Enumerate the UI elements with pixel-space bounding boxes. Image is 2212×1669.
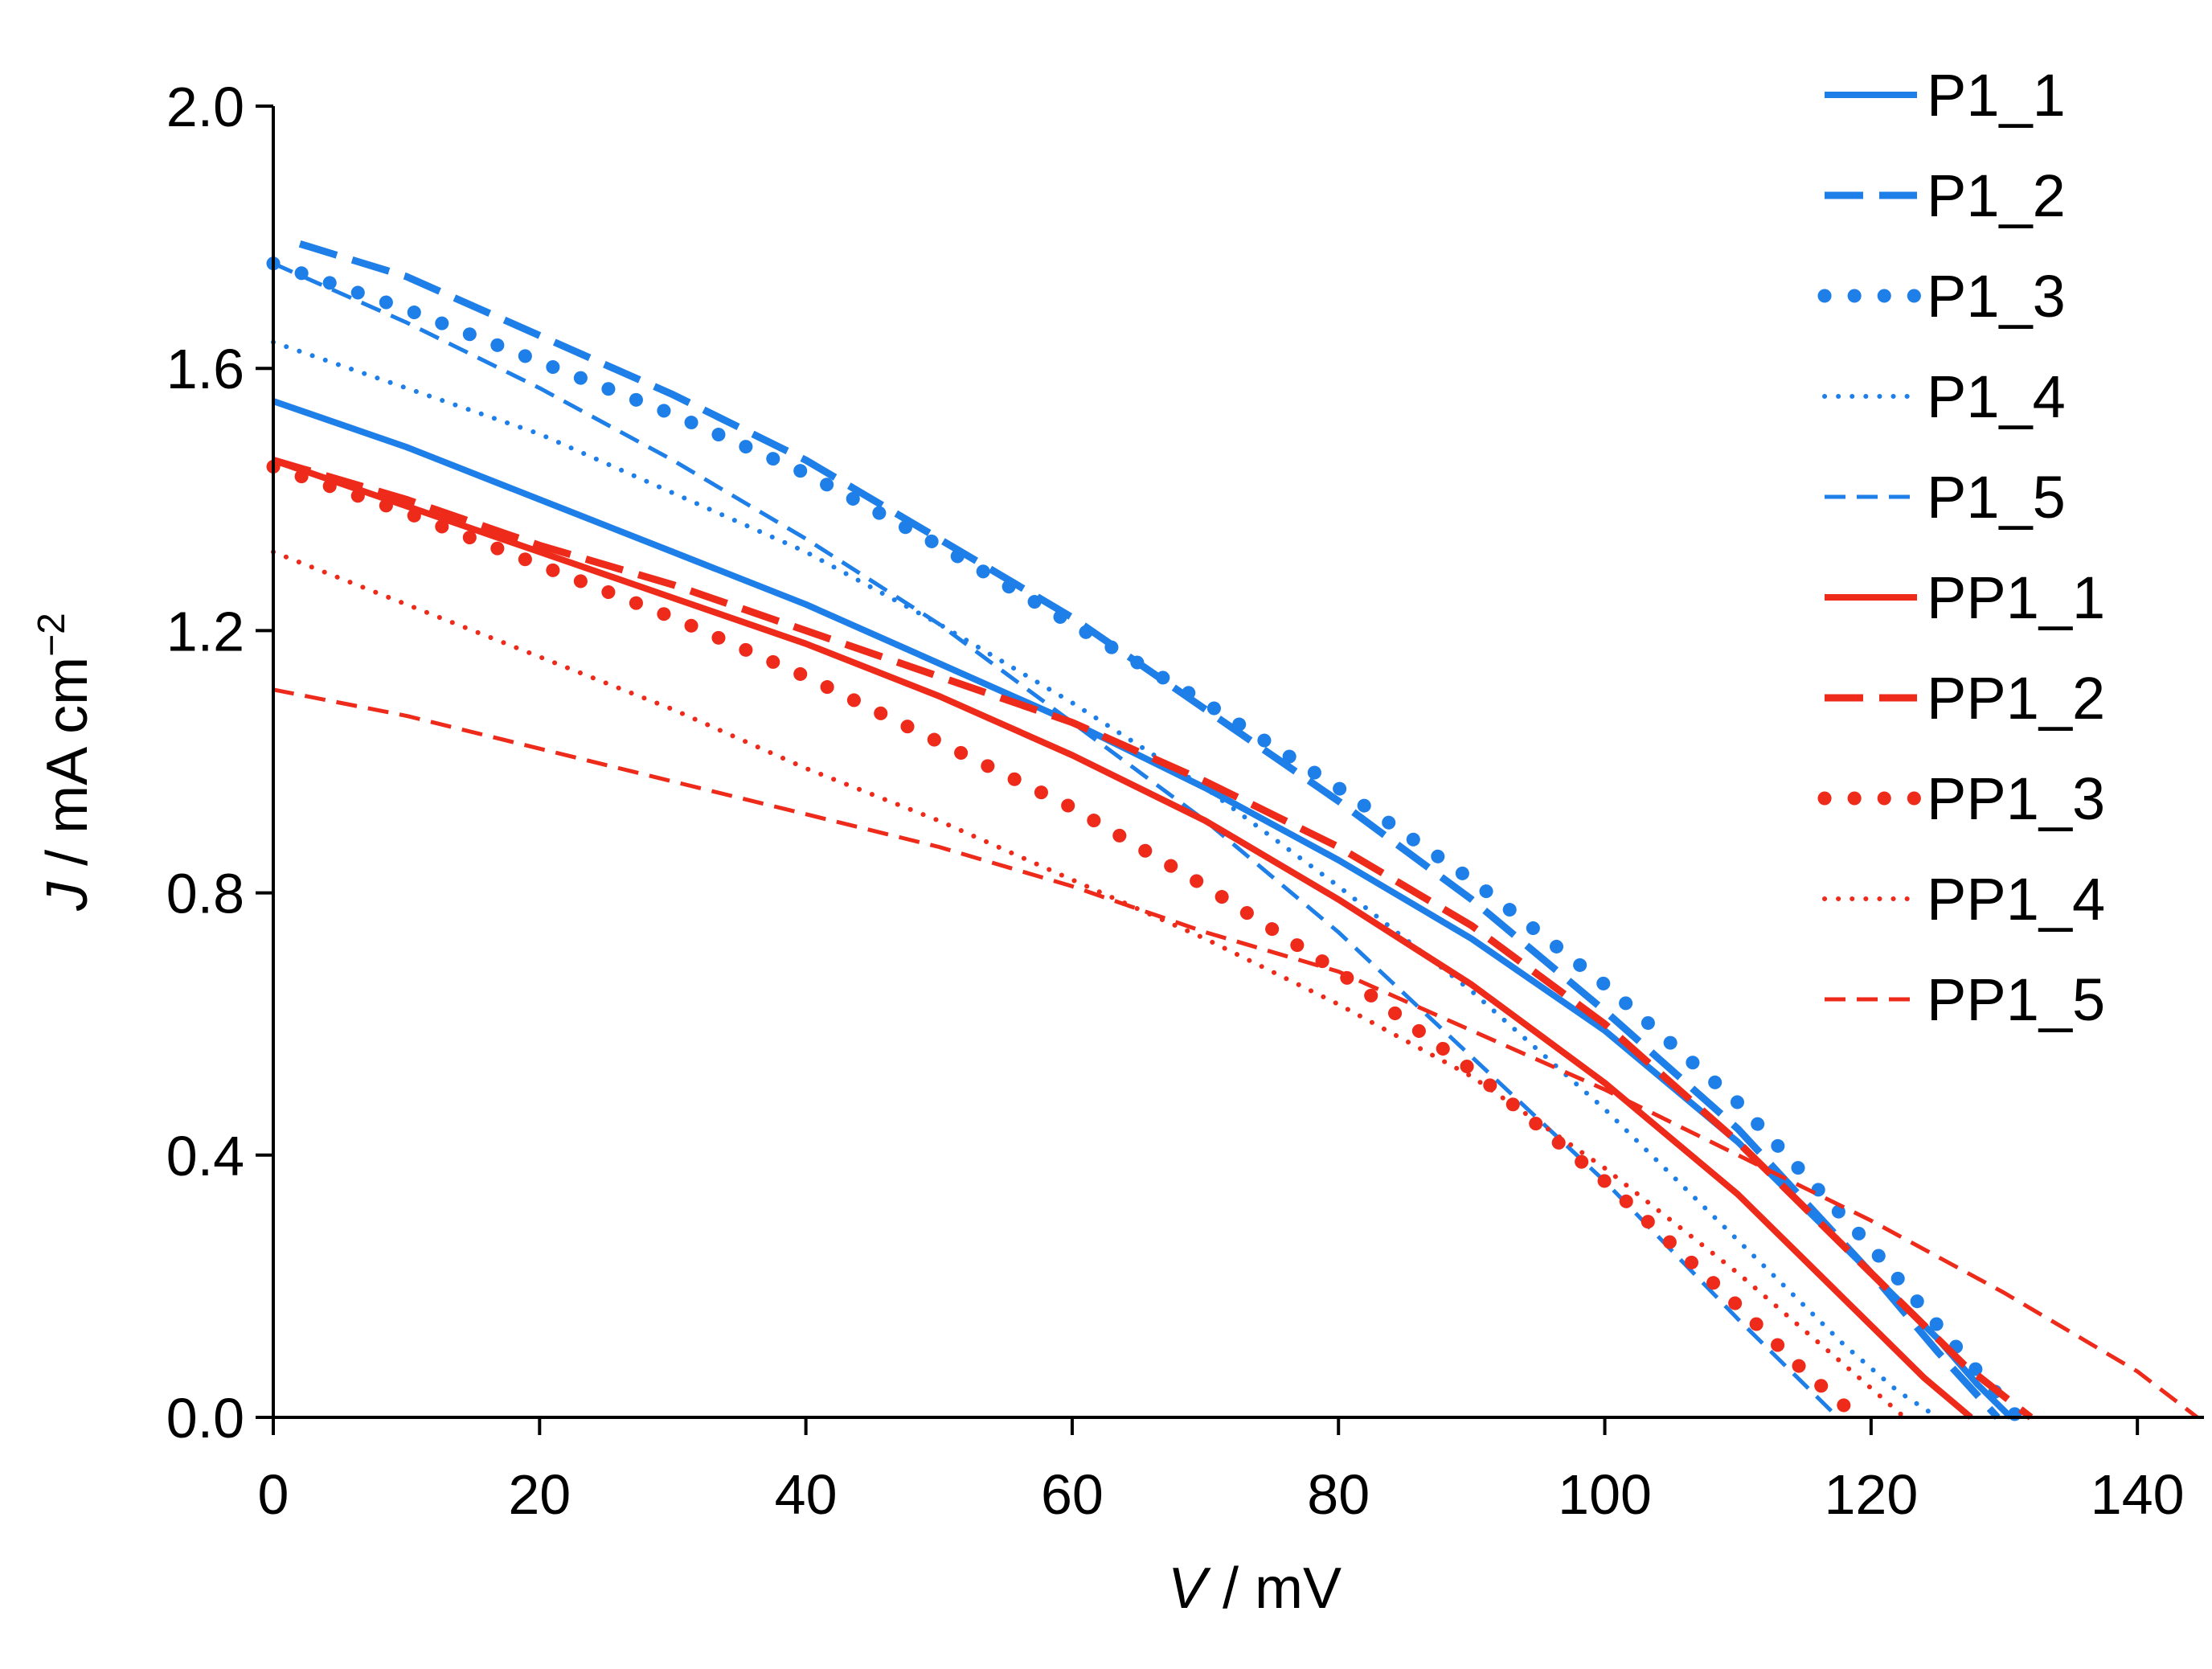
x-tick-label: 60	[1041, 1463, 1104, 1526]
legend-label: PP1_5	[1927, 966, 2105, 1033]
y-tick-label: 1.2	[166, 600, 244, 662]
legend-item-p1-1: P1_1	[1825, 62, 2066, 129]
series-line-pp1-3	[266, 460, 1865, 1425]
x-tick-label: 140	[2091, 1463, 2185, 1526]
y-axis-title-variable: J	[35, 881, 100, 912]
x-axis-title-variable: V	[1168, 1556, 1211, 1621]
y-tick-label: 2.0	[166, 76, 244, 138]
y-tick-label: 1.6	[166, 338, 244, 400]
y-tick-label: 0.8	[166, 863, 244, 925]
legend-item-p1-2: P1_2	[1825, 162, 2066, 229]
series-line-pp1-2	[272, 457, 2034, 1421]
series-line-p1-1	[272, 398, 2013, 1420]
legend-label: PP1_1	[1927, 564, 2105, 631]
series-line-pp1-1	[272, 457, 1973, 1421]
legend-label: P1_3	[1927, 263, 2066, 330]
series-line-pp1-4	[271, 549, 1907, 1420]
y-axis-title: J / mA cm−2	[31, 613, 100, 912]
series-line-p1-4	[271, 339, 1940, 1420]
legend-label: P1_1	[1927, 62, 2066, 129]
legend-label: P1_4	[1927, 363, 2066, 430]
legend-label: PP1_3	[1927, 765, 2105, 832]
series-layer	[266, 240, 2199, 1425]
legend-label: PP1_4	[1927, 866, 2105, 933]
y-tick-label: 0.0	[166, 1387, 244, 1450]
legend-label: PP1_2	[1927, 665, 2105, 732]
legend: P1_1 P1_2 P1_3 P1_4 P1_5 PP1_1 PP1_2 PP1_3 PP1_4…	[1817, 62, 2105, 1033]
legend-item-p1-3: P1_3	[1817, 263, 2066, 330]
legend-item-pp1-5: PP1_5	[1825, 966, 2105, 1033]
x-tick-label: 100	[1558, 1463, 1652, 1526]
series-line-pp1-5	[272, 687, 2199, 1419]
legend-item-pp1-1: PP1_1	[1825, 564, 2105, 631]
axes-layer: 0.0 0.4 0.8 1.2 1.6 2.0 0 20 40 60 80 100 120 140 V / …	[31, 76, 2204, 1621]
x-tick-label: 0	[258, 1463, 289, 1526]
y-tick-label: 0.4	[166, 1125, 244, 1187]
series-line-p1-2	[298, 240, 2001, 1421]
x-tick-label: 20	[508, 1463, 571, 1526]
legend-item-pp1-2: PP1_2	[1825, 665, 2105, 732]
x-axis-title-unit: / mV	[1206, 1556, 1342, 1621]
y-axis-title-unit: / mA cm	[35, 657, 100, 882]
legend-item-pp1-4: PP1_4	[1822, 866, 2105, 933]
legend-label: P1_5	[1927, 464, 2066, 531]
legend-item-p1-5: P1_5	[1825, 464, 2066, 531]
legend-label: P1_2	[1927, 162, 2066, 229]
series-line-p1-5	[272, 261, 1840, 1419]
y-axis-title-exponent: −2	[31, 613, 73, 657]
x-tick-label: 80	[1307, 1463, 1370, 1526]
x-tick-label: 40	[775, 1463, 838, 1526]
x-tick-label: 120	[1824, 1463, 1918, 1526]
x-axis-title: V / mV	[1168, 1556, 1342, 1621]
legend-item-pp1-3: PP1_3	[1817, 765, 2105, 832]
series-line-p1-3	[266, 256, 2025, 1425]
legend-item-p1-4: P1_4	[1822, 363, 2066, 430]
